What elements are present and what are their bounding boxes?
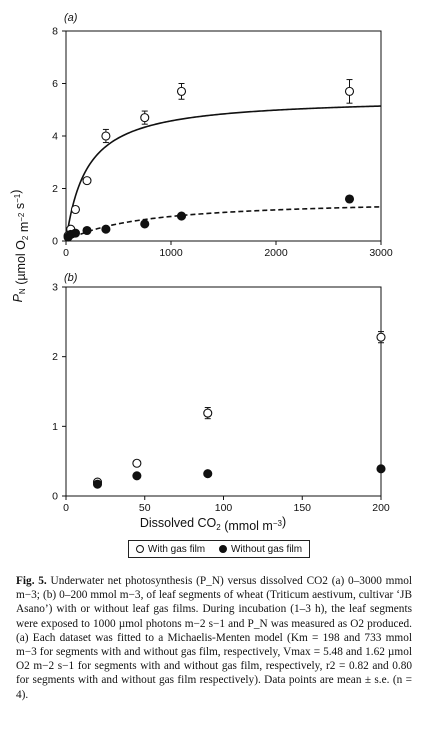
x-axis-label: Dissolved CO2 (mmol m−3) [140,515,286,533]
x-tick-label: 150 [293,502,311,514]
data-point-with-gas-film [132,458,142,468]
y-tick-label: 4 [52,131,58,143]
data-point-without-gas-film [176,211,187,221]
data-point-without-gas-film [132,471,142,481]
x-tick-label: 1000 [159,247,183,259]
y-axis-label: PN (µmol O2 m−2 s−1) [9,190,31,303]
data-point-with-gas-film [82,176,92,186]
panel-a: (a) 0 1000 2000 3000 0 2 4 6 8 [52,12,393,259]
open-circle-icon [135,545,144,553]
legend-item-without-gas-film: Without gas film [218,543,303,555]
plot-frame [65,286,382,497]
panel-b: (b) 0 50 100 150 200 0 1 2 3 [52,272,390,514]
y-tick-label: 0 [52,236,58,248]
y-tick-label: 6 [52,78,58,90]
data-point-without-gas-film [82,225,92,236]
data-point-with-gas-film [101,131,111,141]
data-point-with-gas-film [376,332,386,342]
y-tick-label: 8 [52,26,58,38]
panel-label-a: (a) [64,12,78,24]
fit-curve-with-gas-film [65,105,382,242]
data-point-with-gas-film [70,204,80,215]
data-point-with-gas-film [140,113,150,123]
data-point-with-gas-film [203,408,213,418]
data-point-without-gas-film [92,479,103,489]
data-point-with-gas-film [176,86,187,96]
data-point-without-gas-film [344,194,355,204]
data-point-without-gas-film [203,469,213,479]
x-tick-label: 3000 [369,247,393,259]
data-point-without-gas-film [101,224,111,234]
panel-label-b: (b) [64,272,78,284]
y-tick-label: 0 [52,491,58,503]
data-point-without-gas-film [376,464,386,474]
y-tick-label: 2 [52,351,58,363]
filled-circle-icon [218,545,227,553]
y-tick-label: 1 [52,421,58,433]
data-point-without-gas-film [140,219,150,229]
x-tick-label: 0 [63,247,69,259]
figure-caption: Fig. 5. Underwater net photosynthesis (P… [16,574,412,702]
fit-curve-without-gas-film [65,206,382,242]
caption-text: Underwater net photosynthesis (P_N) vers… [16,575,413,701]
x-tick-label: 200 [372,502,390,514]
x-tick-label: 0 [63,502,69,514]
legend-label-without-gas-film: Without gas film [230,543,303,555]
data-point-with-gas-film [344,86,355,96]
x-tick-label: 2000 [264,247,288,259]
x-tick-label: 100 [215,502,233,514]
legend: With gas film Without gas film [128,540,310,558]
figure-label: Fig. 5. [16,575,47,587]
plot-frame [65,30,382,242]
data-point-without-gas-film [70,228,80,238]
y-tick-label: 2 [52,183,58,195]
x-tick-label: 50 [139,502,151,514]
legend-label-with-gas-film: With gas film [147,543,206,555]
y-tick-label: 3 [52,282,58,294]
legend-item-with-gas-film: With gas film [135,543,206,555]
